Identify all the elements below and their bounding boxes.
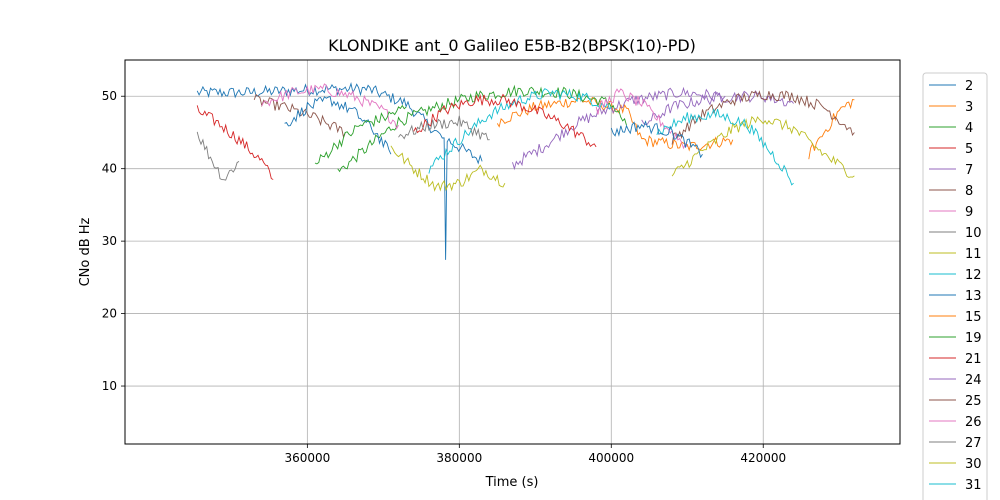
legend-label: 30 xyxy=(965,457,982,472)
legend-label: 31 xyxy=(965,478,982,493)
legend-label: 11 xyxy=(965,247,982,262)
series-line-4 xyxy=(337,84,627,173)
series-line-27 xyxy=(398,115,490,141)
legend-label: 13 xyxy=(965,289,982,304)
series-line-33 xyxy=(610,120,703,159)
legend-label: 27 xyxy=(965,436,982,451)
series-line-9 xyxy=(261,83,399,130)
x-tick-label: 420000 xyxy=(740,451,786,465)
x-tick-label: 400000 xyxy=(588,451,634,465)
legend-label: 4 xyxy=(965,121,973,136)
series-line-5 xyxy=(196,105,274,180)
legend-frame xyxy=(922,72,988,500)
series-line-10 xyxy=(196,131,240,181)
legend-label: 10 xyxy=(965,226,982,241)
series-line-11 xyxy=(390,145,506,192)
series-line-15 xyxy=(808,98,855,160)
y-tick-label: 40 xyxy=(102,162,117,176)
series-line-19 xyxy=(314,104,407,165)
chart-title: KLONDIKE ant_0 Galileo E5B-B2(BPSK(10)-P… xyxy=(328,36,696,56)
y-tick-label: 20 xyxy=(102,307,117,321)
x-axis-label: Time (s) xyxy=(485,475,539,490)
legend-label: 3 xyxy=(965,100,973,115)
y-tick-label: 10 xyxy=(102,379,117,393)
series-line-24 xyxy=(641,90,794,125)
legend-label: 9 xyxy=(965,205,973,220)
legend-label: 12 xyxy=(965,268,982,283)
x-tick-label: 380000 xyxy=(436,451,482,465)
series-line-30 xyxy=(671,116,855,178)
legend: 2 3 4 5 7 8 9 10 11 12 13 15 19 21 24 25 26 27 30 31 xyxy=(922,72,988,500)
legend-label: 19 xyxy=(965,331,982,346)
y-tick-label: 30 xyxy=(102,234,117,248)
legend-label: 24 xyxy=(965,373,982,388)
series-line-2 xyxy=(196,82,483,260)
legend-label: 26 xyxy=(965,415,982,430)
y-tick-label: 50 xyxy=(102,89,117,103)
series-line-7 xyxy=(512,86,726,171)
x-tick-label: 360000 xyxy=(284,451,330,465)
legend-label: 8 xyxy=(965,184,973,199)
y-axis-label: CNo dB Hz xyxy=(78,217,93,286)
legend-label: 2 xyxy=(965,79,973,94)
series-line-12 xyxy=(428,88,612,174)
legend-label: 21 xyxy=(965,352,982,367)
legend-label: 7 xyxy=(965,163,973,178)
series-line-13 xyxy=(284,95,392,155)
series-line-31 xyxy=(656,108,794,186)
series-line-25 xyxy=(671,90,855,145)
legend-label: 15 xyxy=(965,310,982,325)
legend-label: 5 xyxy=(965,142,973,157)
legend-label: 25 xyxy=(965,394,982,409)
plot-frame xyxy=(124,59,901,445)
series-line-21 xyxy=(413,93,597,148)
